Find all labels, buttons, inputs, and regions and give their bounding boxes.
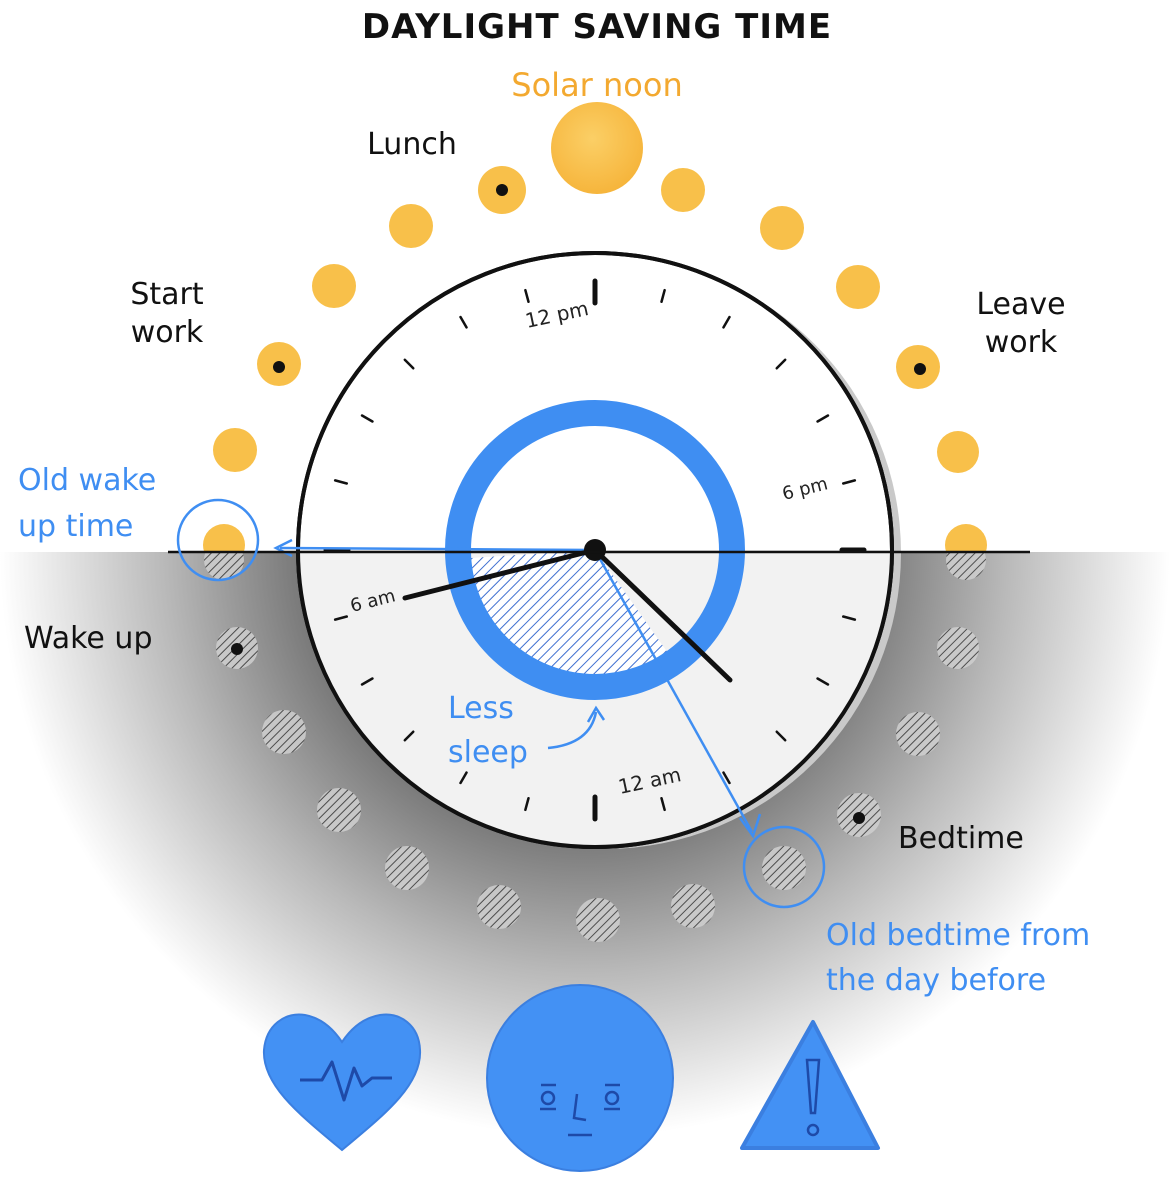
clock-tick (403, 358, 415, 370)
night-dot (896, 712, 940, 756)
less-sleep-arrow (547, 711, 598, 750)
start-work-label-line1: Start (130, 277, 204, 312)
lunch-label: Lunch (367, 127, 457, 162)
night-path (204, 552, 986, 942)
clock-tick (775, 730, 787, 742)
sun (312, 264, 356, 308)
night-dot (762, 846, 806, 890)
clock-tick (660, 796, 666, 812)
sun-path (203, 102, 987, 552)
clock-ticks (323, 278, 867, 822)
clock-tick (841, 479, 857, 485)
leave-work-label-line1: Leave (976, 287, 1065, 322)
warning-icon (740, 1020, 880, 1150)
solar-noon-sun (551, 102, 643, 194)
night-dot (385, 846, 429, 890)
night-dot (937, 627, 979, 669)
solar-noon-label: Solar noon (511, 66, 682, 104)
sun (945, 524, 987, 552)
sun (760, 206, 804, 250)
night-dot (204, 552, 244, 580)
old-wake-label-line1: Old wake (18, 463, 156, 498)
old-bedtime-circle (742, 825, 826, 909)
clock-tick (722, 315, 731, 329)
sun (389, 204, 433, 248)
heart-rate-icon (262, 1013, 422, 1152)
old-wake-arrowhead (273, 538, 293, 558)
clock-tick (459, 771, 468, 785)
clock-tick (360, 677, 374, 686)
old-bedtime-label-line2: the day before (826, 963, 1046, 998)
sun (213, 428, 257, 472)
clock-center (584, 539, 606, 561)
clock-tick (333, 479, 349, 485)
night-dot (262, 710, 306, 754)
sun (203, 524, 245, 552)
clock-tick (841, 615, 857, 621)
bedtime-hand (592, 547, 733, 683)
night-dot (317, 788, 361, 832)
old-bedtime-label-line1: Old bedtime from (826, 918, 1090, 953)
wake-up-label: Wake up (24, 621, 152, 656)
clock-tick (403, 730, 415, 742)
tired-face-icon (486, 984, 674, 1172)
clock-tick (816, 677, 830, 686)
clock-tick (360, 414, 374, 423)
less-sleep-label-line2: sleep (448, 735, 528, 770)
clock-tick (660, 288, 666, 304)
clock-tick (459, 315, 468, 329)
clock-tick (524, 796, 530, 812)
leave-work-dot (914, 363, 926, 375)
bedtime-dot (853, 812, 865, 824)
night-dot (671, 884, 715, 928)
lunch-dot (496, 184, 508, 196)
clock-tick (524, 288, 530, 304)
clock-tick (816, 414, 830, 423)
old-bedtime-arrow-line (593, 549, 754, 833)
clock-tick (722, 771, 731, 785)
less-sleep-label-line1: Less (448, 691, 514, 726)
start-work-label-line2: work (131, 315, 204, 350)
sun (937, 431, 979, 473)
old-bedtime-arrowhead (738, 813, 762, 839)
clock-tick (333, 615, 349, 621)
wake-hand (402, 547, 598, 601)
old-wake-arrow-line (279, 546, 596, 552)
night-dot (576, 898, 620, 942)
night-dot (946, 552, 986, 580)
diagram-title: DAYLIGHT SAVING TIME (362, 7, 832, 47)
old-wake-circle (176, 498, 260, 582)
start-work-dot (273, 361, 285, 373)
night-dot (477, 885, 521, 929)
wake-up-dot (231, 643, 243, 655)
clock-tick (775, 358, 787, 370)
old-wake-label-line2: up time (18, 509, 133, 544)
sun (836, 265, 880, 309)
leave-work-label-line2: work (985, 325, 1058, 360)
sun (661, 168, 705, 212)
bedtime-label: Bedtime (898, 821, 1024, 856)
